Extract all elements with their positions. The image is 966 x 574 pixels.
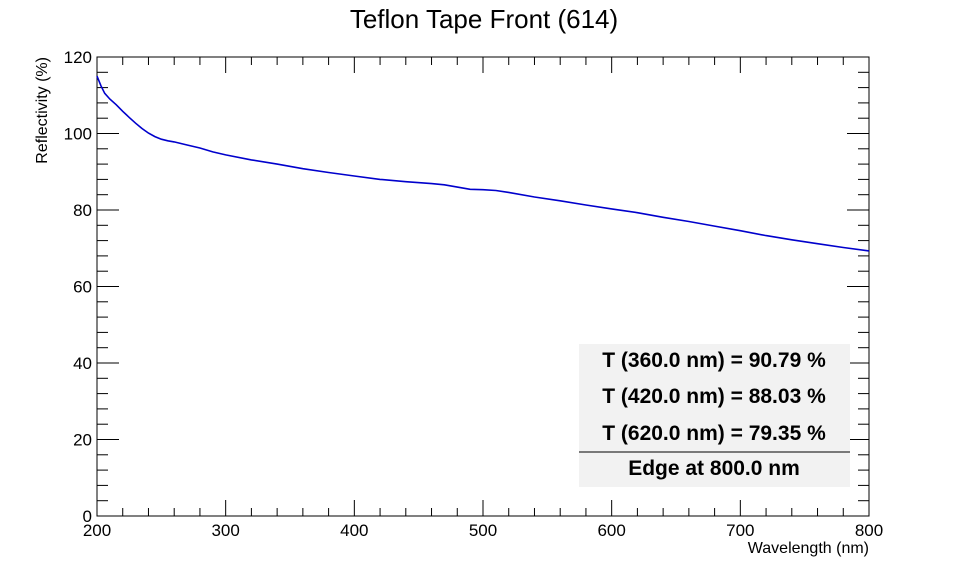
x-tick-label: 500 xyxy=(469,521,497,540)
legend-line-620: T (620.0 nm) = 79.35 % xyxy=(602,422,826,445)
legend-background xyxy=(579,344,850,487)
y-tick-label: 0 xyxy=(83,507,92,526)
x-tick-label: 600 xyxy=(597,521,625,540)
x-tick-label: 200 xyxy=(83,521,111,540)
x-tick-label: 700 xyxy=(726,521,754,540)
x-tick-label: 400 xyxy=(340,521,368,540)
y-tick-label: 40 xyxy=(73,354,92,373)
y-tick-label: 100 xyxy=(64,125,92,144)
y-tick-label: 120 xyxy=(64,48,92,67)
y-tick-label: 20 xyxy=(73,431,92,450)
reflectivity-line xyxy=(96,75,870,252)
y-tick-labels: 0 20 40 60 80 100 120 xyxy=(64,48,92,526)
legend-line-360: T (360.0 nm) = 90.79 % xyxy=(602,349,826,372)
x-tick-label: 300 xyxy=(211,521,239,540)
x-tick-label: 800 xyxy=(855,521,883,540)
x-tick-labels: 200 300 400 500 600 700 800 xyxy=(83,521,883,540)
y-axis-title: Reflectivity (%) xyxy=(34,57,51,164)
legend-edge-label: Edge at 800.0 nm xyxy=(628,457,800,480)
stats-legend: T (360.0 nm) = 90.79 % T (420.0 nm) = 88… xyxy=(579,344,850,487)
y-tick-label: 80 xyxy=(73,201,92,220)
y-tick-label: 60 xyxy=(73,278,92,297)
x-axis-title: Wavelength (nm) xyxy=(748,540,869,557)
axis-ticks xyxy=(96,56,870,517)
chart-title: Teflon Tape Front (614) xyxy=(350,4,618,34)
legend-line-420: T (420.0 nm) = 88.03 % xyxy=(602,385,826,408)
